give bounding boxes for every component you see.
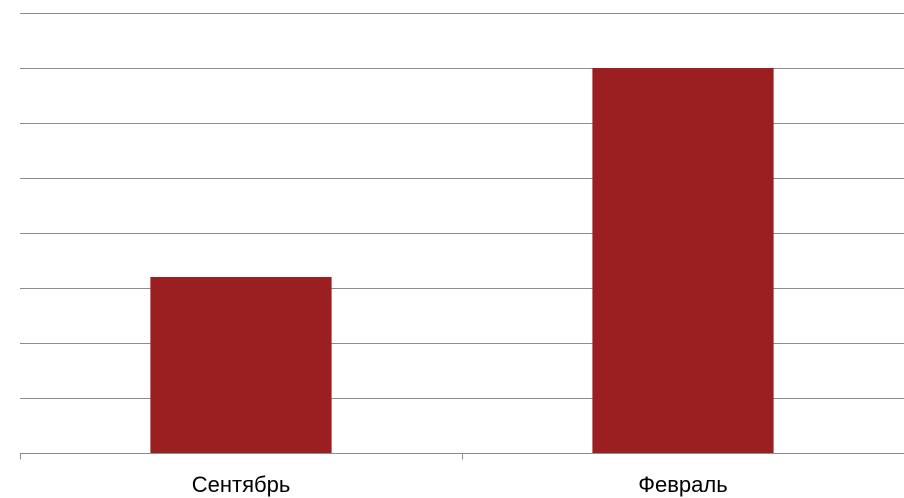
- bar-0: [150, 277, 332, 453]
- category-label: Сентябрь: [192, 472, 291, 497]
- category-label: Февраль: [638, 472, 727, 497]
- x-axis: [20, 453, 904, 460]
- category-labels: Сентябрь Февраль: [192, 472, 728, 497]
- bars: [150, 68, 774, 453]
- bar-1: [592, 68, 774, 453]
